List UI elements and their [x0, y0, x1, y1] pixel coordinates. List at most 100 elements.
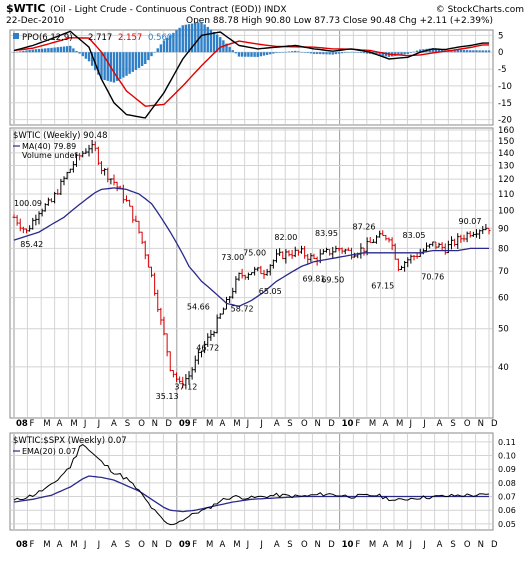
price-y-tick-label: 80 — [498, 244, 509, 254]
ppo-histogram-bar — [475, 50, 478, 53]
ppo-histogram-bar — [59, 46, 63, 53]
price-x-tick-label: J — [246, 419, 250, 429]
ppo-histogram-bar — [253, 52, 256, 57]
ppo-histogram-bar — [162, 40, 166, 53]
ppo-histogram-bar — [228, 46, 231, 53]
price-legend-volume: Volume undef — [22, 151, 77, 160]
ratio-x-tick-label: A — [274, 540, 280, 550]
ppo-legend-v2: 2.157 — [118, 33, 142, 43]
ppo-histogram-bar — [234, 52, 238, 54]
price-annotation: 70.76 — [421, 272, 444, 281]
ppo-histogram-bar — [187, 24, 191, 53]
ppo-y-tick-label: -10 — [498, 82, 512, 92]
ppo-histogram-bar — [81, 52, 84, 57]
ppo-histogram-bar — [65, 46, 69, 53]
price-x-tick-label: M — [70, 419, 77, 429]
price-annotation: 87.26 — [353, 223, 376, 232]
ppo-histogram-bar — [319, 52, 322, 55]
price-annotation: 65.05 — [259, 287, 282, 296]
ppo-histogram-bar — [244, 52, 247, 57]
ratio-x-tick-label: J — [259, 540, 263, 550]
price-annotation: 73.00 — [221, 253, 244, 262]
ratio-x-tick-label: A — [219, 540, 225, 550]
ppo-histogram-bar — [328, 52, 331, 55]
ohlc-line: Open 88.78 High 90.80 Low 87.73 Close 90… — [186, 16, 493, 26]
price-y-tick-label: 100 — [498, 206, 514, 216]
ppo-histogram-bar — [150, 52, 153, 57]
price-annotation: 83.95 — [315, 229, 338, 238]
price-x-tick-label: D — [328, 419, 335, 429]
ppo-histogram-bar — [40, 48, 44, 53]
ratio-x-tick-label: J — [422, 540, 426, 550]
ppo-histogram-bar — [250, 52, 253, 57]
ppo-histogram-bar — [194, 23, 197, 53]
ppo-histogram-bar — [478, 50, 481, 53]
ppo-histogram-bar — [340, 52, 344, 54]
ppo-histogram-bar — [356, 52, 359, 53]
price-x-tick-label: S — [450, 419, 455, 429]
ppo-histogram-bar — [47, 48, 50, 53]
price-x-tick-label: M — [206, 419, 213, 429]
ppo-histogram-bar — [262, 52, 266, 56]
ratio-x-tick-label: F — [29, 540, 34, 550]
ppo-histogram-bar — [37, 48, 41, 53]
ppo-histogram-bar — [269, 52, 272, 55]
ppo-histogram-bar — [22, 50, 25, 53]
ppo-histogram-bar — [197, 22, 200, 53]
price-annotation: 83.05 — [403, 231, 426, 240]
ppo-histogram-bar — [34, 49, 38, 53]
price-x-tick-label: A — [57, 419, 63, 429]
price-x-tick-label: A — [111, 419, 117, 429]
ppo-histogram-bar — [344, 52, 347, 53]
ratio-y-tick-label: 0.11 — [498, 438, 516, 447]
price-x-tick-label: M — [43, 419, 50, 429]
price-x-tick-label: N — [478, 419, 484, 429]
price-x-tick-label: O — [138, 419, 145, 429]
ppo-histogram-bar — [384, 52, 388, 57]
price-legend-title: $WTIC (Weekly) 90.48 — [13, 131, 108, 141]
ratio-y-tick-label: 0.10 — [498, 452, 516, 461]
ppo-histogram-bar — [369, 52, 372, 54]
ppo-histogram-bar — [303, 52, 306, 53]
price-x-tick-label: M — [233, 419, 240, 429]
ppo-histogram-bar — [178, 27, 181, 53]
price-annotation: 37.12 — [174, 383, 197, 392]
ppo-histogram-bar — [247, 52, 250, 57]
ratio-x-tick-label: N — [478, 540, 484, 550]
ppo-histogram-bar — [44, 48, 47, 53]
ppo-histogram-bar — [12, 52, 16, 53]
ppo-histogram-bar — [437, 49, 441, 53]
ppo-histogram-bar — [181, 25, 184, 53]
ppo-histogram-bar — [175, 30, 178, 53]
ppo-histogram-bar — [240, 52, 244, 57]
ppo-histogram-bar — [353, 52, 356, 53]
ppo-histogram-bar — [106, 52, 109, 81]
price-annotation: 35.13 — [156, 392, 179, 401]
ppo-histogram-bar — [206, 26, 209, 53]
ppo-panel — [9, 29, 494, 126]
price-y-tick-label: 120 — [498, 175, 514, 185]
ppo-histogram-bar — [15, 51, 19, 53]
price-annotation: 58.72 — [231, 304, 254, 313]
ppo-histogram-bar — [259, 52, 263, 57]
ppo-histogram-bar — [312, 52, 316, 54]
ppo-histogram-bar — [409, 52, 413, 53]
ppo-legend-v3: 0.560 — [148, 33, 172, 43]
ppo-histogram-bar — [156, 48, 159, 53]
ppo-histogram-bar — [140, 52, 144, 66]
ppo-histogram-bar — [278, 52, 281, 53]
ratio-legend-ema: EMA(20) 0.07 — [22, 447, 76, 456]
ppo-histogram-bar — [322, 52, 325, 55]
ratio-line — [13, 444, 490, 526]
ppo-histogram-bar — [415, 50, 419, 53]
ratio-panel — [9, 432, 494, 531]
ppo-histogram-bar — [472, 50, 475, 53]
ratio-legend: $WTIC:$SPX (Weekly) 0.07 EMA(20) 0.07 — [13, 436, 127, 456]
ratio-x-tick-label: M — [206, 540, 213, 550]
ppo-histogram-bar — [72, 48, 75, 53]
price-y-tick-label: 40 — [498, 363, 509, 373]
ratio-x-tick-label: J — [408, 540, 412, 550]
ppo-histogram-bar — [459, 49, 463, 53]
ppo-histogram-bar — [378, 52, 381, 56]
ppo-histogram-bar — [350, 51, 353, 53]
